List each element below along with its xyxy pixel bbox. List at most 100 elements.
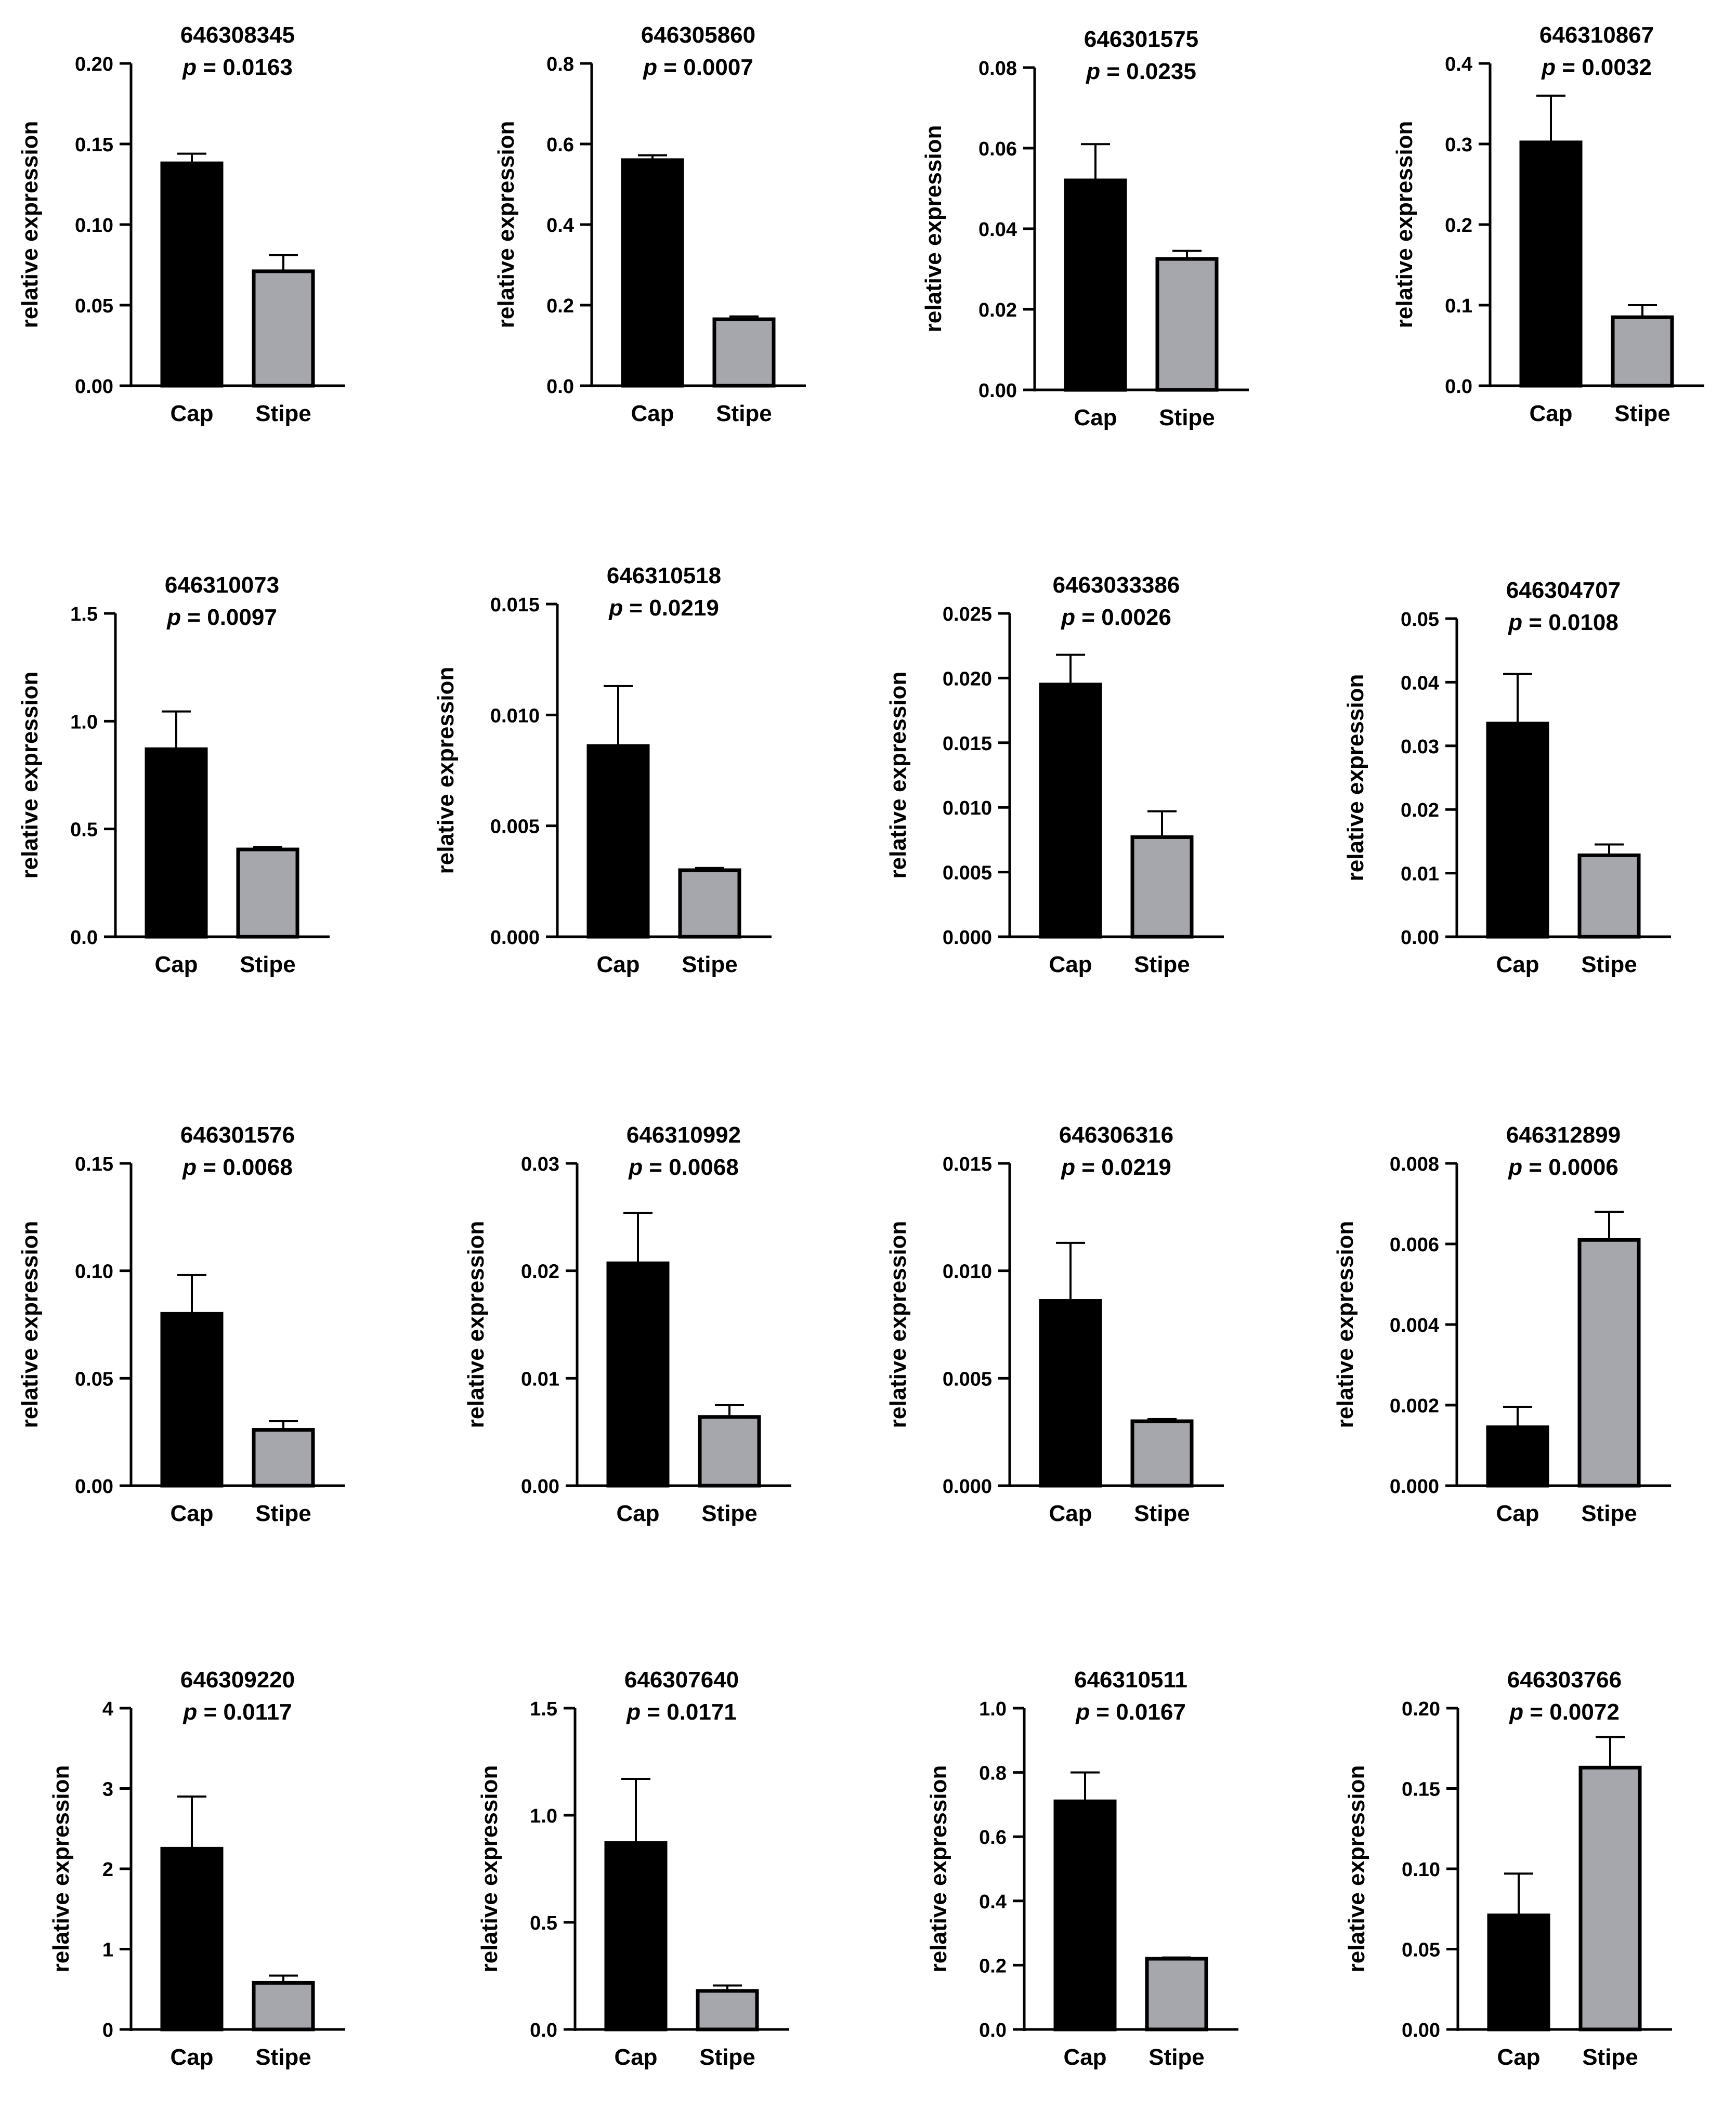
chart-title: 6463033386	[1053, 572, 1180, 598]
y-tick-label: 0.03	[521, 1154, 559, 1175]
y-tick-label: 0.00	[75, 376, 113, 398]
chart-title: 646310073	[165, 572, 279, 598]
p-value-label: p = 0.0007	[643, 55, 753, 80]
p-value-label: p = 0.0171	[626, 1699, 737, 1725]
bar-cap	[1486, 722, 1549, 939]
p-value-label: p = 0.0072	[1509, 1699, 1620, 1725]
chart-title: 646310867	[1539, 22, 1654, 48]
chart-panel: 646310073 p = 0.0097 0.0 0.5 1.0 1.5 relative …	[17, 572, 330, 977]
x-tick-label: Stipe	[716, 401, 772, 426]
y-tick-label: 0.0	[979, 2020, 1007, 2041]
y-tick-label: 1.5	[530, 1698, 557, 1720]
bar-stipe	[1155, 257, 1219, 392]
p-value-label: p = 0.0235	[1086, 59, 1196, 84]
x-tick-label: Cap	[596, 952, 639, 977]
x-tick-label: Stipe	[1582, 2045, 1638, 2070]
x-tick-label: Cap	[1049, 952, 1092, 977]
y-tick-label: 0.00	[978, 380, 1017, 402]
y-tick-label: 0.010	[490, 705, 540, 727]
y-tick-label: 0.005	[943, 862, 992, 884]
chart-panel: 646307640 p = 0.0171 0.0 0.5 1.0 1.5 relative …	[477, 1667, 789, 2070]
bar-cap	[1039, 1299, 1102, 1488]
y-tick-label: 2	[102, 1859, 113, 1881]
y-tick-label: 1.0	[70, 711, 98, 733]
y-tick-label: 0.8	[546, 54, 574, 75]
y-tick-label: 0.025	[943, 604, 992, 625]
bar-stipe	[1145, 1957, 1208, 2032]
y-axis-label: relative expression	[921, 125, 946, 333]
y-tick-label: 0.015	[943, 1154, 992, 1175]
bar-stipe	[698, 1415, 761, 1488]
p-symbol: p	[1075, 1699, 1090, 1725]
y-tick-label: 0.4	[1445, 54, 1472, 75]
bar-cap	[1053, 1799, 1117, 2032]
bar-cap	[621, 158, 684, 388]
y-tick-label: 0.5	[70, 819, 98, 841]
y-axis-label: relative expression	[17, 121, 43, 329]
y-tick-label: 0.0	[1445, 376, 1472, 398]
y-tick-label: 0	[102, 2020, 113, 2041]
p-symbol: p	[166, 605, 181, 630]
chart-panel: 6463033386 p = 0.0026 0.000 0.005 0.010 0.015…	[885, 572, 1224, 977]
y-axis-label: relative expression	[493, 121, 519, 329]
p-value: 0.0163	[223, 55, 293, 80]
chart-panel: 646312899 p = 0.0006 0.000 0.002 0.004 0.006 0…	[1333, 1122, 1671, 1526]
y-tick-label: 4	[102, 1698, 113, 1720]
chart-title: 646305860	[641, 22, 755, 48]
x-tick-label: Cap	[170, 1501, 213, 1526]
chart-panel: 646306316 p = 0.0219 0.000 0.005 0.010 0.015 r…	[885, 1122, 1224, 1526]
y-tick-label: 0.004	[1390, 1315, 1439, 1336]
p-value: 0.0007	[683, 55, 753, 80]
y-tick-label: 0.2	[546, 295, 574, 317]
x-tick-label: Cap	[1497, 2045, 1540, 2070]
y-axis-label: relative expression	[48, 1765, 74, 1973]
chart-panel: 646305860 p = 0.0007 0.0 0.2 0.4 0.6 0.8 relati…	[493, 22, 806, 426]
chart-panel: 646304707 p = 0.0108 0.00 0.01 0.02 0.03 0.04 0…	[1343, 578, 1671, 977]
x-tick-label: Stipe	[1581, 952, 1637, 977]
x-tick-label: Stipe	[255, 1501, 311, 1526]
chart-panel: 646308345 p = 0.0163 0.00 0.05 0.10 0.15 0.20 r…	[17, 22, 345, 426]
chart-panel: 646301576 p = 0.0068 0.00 0.05 0.10 0.15 relat…	[17, 1122, 345, 1526]
p-equals: =	[1075, 605, 1101, 630]
y-tick-label: 0.2	[979, 1955, 1007, 1977]
x-tick-label: Stipe	[1148, 2045, 1205, 2070]
y-tick-label: 0.005	[490, 816, 540, 838]
chart-title: 646304707	[1506, 578, 1621, 603]
y-tick-label: 0.05	[1401, 609, 1439, 631]
y-tick-label: 0.3	[1445, 134, 1472, 156]
chart-title: 646303766	[1507, 1667, 1622, 1693]
y-axis-label: relative expression	[926, 1765, 951, 1973]
p-symbol: p	[1061, 605, 1075, 630]
p-value-label: p = 0.0006	[1508, 1155, 1618, 1180]
y-tick-label: 0.02	[521, 1261, 559, 1283]
p-equals: =	[641, 1699, 667, 1725]
x-tick-label: Cap	[1496, 1501, 1539, 1526]
p-equals: =	[1523, 1699, 1549, 1725]
y-tick-label: 0.04	[978, 219, 1017, 241]
y-tick-label: 0.10	[1402, 1859, 1440, 1881]
chart-panel: 646303766 p = 0.0072 0.00 0.05 0.10 0.15 0.20 r…	[1344, 1667, 1672, 2070]
y-tick-label: 0.0	[70, 927, 98, 949]
p-equals: =	[1522, 610, 1548, 635]
y-tick-label: 0.6	[546, 134, 574, 156]
y-tick-label: 0.00	[1402, 2020, 1440, 2041]
p-value: 0.0068	[223, 1155, 293, 1180]
p-symbol: p	[1541, 55, 1556, 80]
y-tick-label: 0.4	[546, 215, 574, 237]
chart-title: 646310511	[1074, 1667, 1187, 1693]
y-tick-label: 0.2	[1445, 215, 1472, 237]
x-tick-label: Stipe	[699, 2045, 755, 2070]
y-tick-label: 0.000	[943, 927, 992, 949]
x-tick-label: Cap	[1496, 952, 1539, 977]
x-tick-label: Stipe	[1134, 952, 1190, 977]
p-symbol: p	[608, 595, 623, 621]
y-axis-label: relative expression	[1344, 1765, 1369, 1973]
y-axis-label: relative expression	[17, 672, 43, 879]
y-tick-label: 0.15	[75, 134, 113, 156]
p-value-label: p = 0.0108	[1508, 610, 1618, 635]
bar-cap	[160, 1312, 224, 1488]
p-equals: =	[1100, 59, 1126, 84]
y-tick-label: 0.20	[75, 54, 113, 75]
y-tick-label: 0.010	[943, 797, 992, 819]
p-value-label: p = 0.0117	[182, 1699, 292, 1725]
